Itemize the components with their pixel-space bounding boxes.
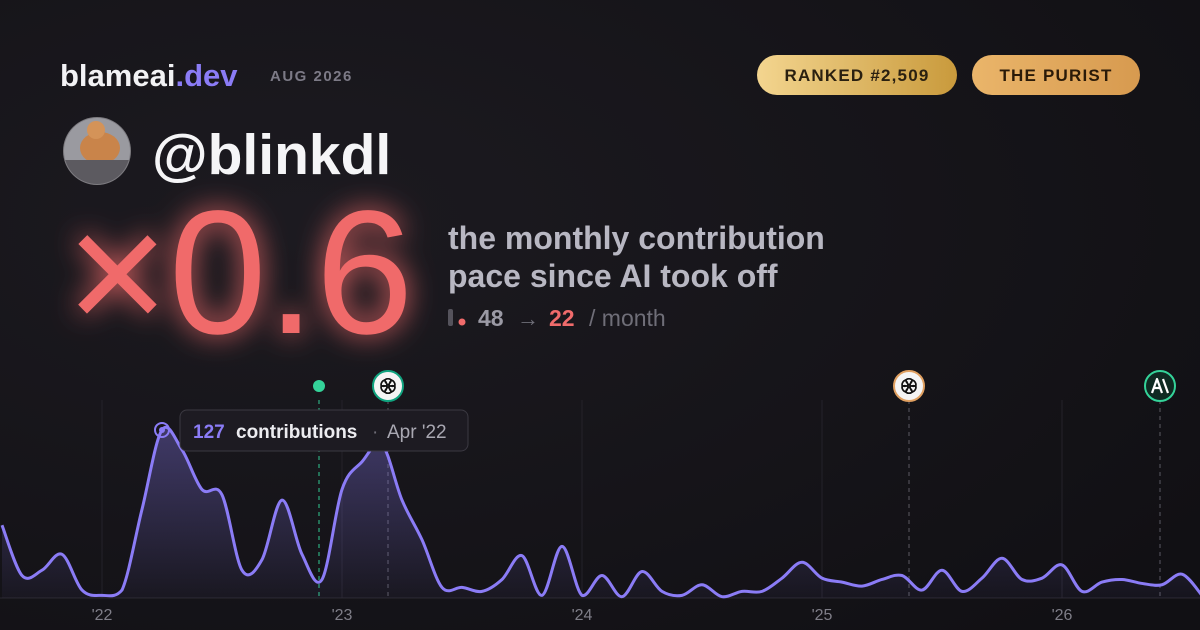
- logo-mark: [1150, 377, 1170, 394]
- event: [1144, 370, 1176, 598]
- line: [0, 425, 1200, 599]
- x-tick-label: '25: [812, 607, 833, 624]
- x-tick-label: '26: [1052, 607, 1073, 624]
- logo-petal: [384, 378, 396, 388]
- pace-bar: [448, 309, 453, 326]
- handle: @blinkdl: [152, 123, 391, 187]
- event: [893, 370, 925, 598]
- pace-dot: [458, 318, 466, 326]
- avatar: [63, 117, 131, 185]
- multiplier-symbol: ×: [66, 175, 169, 371]
- highlight-core: [159, 426, 165, 433]
- brand-tld: .dev: [175, 58, 238, 93]
- badge: RANKED #2,509: [784, 66, 929, 85]
- tooltip-label: contributions: [236, 422, 357, 443]
- caption: pace since AI took off: [448, 258, 778, 294]
- pace-unit: / month: [589, 305, 666, 331]
- brand-name: blameai: [60, 58, 175, 93]
- badge-bg: [972, 55, 1140, 95]
- badge-bg: [757, 55, 957, 95]
- tooltip-value: 127: [193, 422, 225, 443]
- event-icon: [893, 370, 925, 402]
- multiplier: ×0.6: [66, 175, 413, 371]
- tooltip-date: Apr '22: [387, 422, 447, 443]
- multiplier-value: 0.6: [169, 175, 414, 371]
- event-icon: [372, 370, 404, 402]
- tooltip: [179, 409, 469, 452]
- badge: THE PURIST: [999, 66, 1112, 85]
- logo-petal: [905, 378, 917, 388]
- pace-after: 22: [549, 305, 575, 331]
- x-tick-label: '22: [92, 607, 113, 624]
- chart: '22 '23 '24 '25 '26 127 contributions · Apr '22: [0, 370, 1200, 624]
- caption: the monthly contribution: [448, 220, 825, 256]
- highlight: [154, 421, 170, 438]
- event-dot: [313, 380, 325, 392]
- pace-arrow: →: [517, 306, 539, 331]
- x-tick-label: '24: [572, 607, 593, 624]
- tooltip-separator: ·: [372, 422, 378, 443]
- x-tick-label: '23: [332, 607, 353, 624]
- brand: blameai.dev: [60, 58, 238, 93]
- period: AUG 2026: [270, 68, 353, 85]
- pace-before: 48: [478, 305, 504, 331]
